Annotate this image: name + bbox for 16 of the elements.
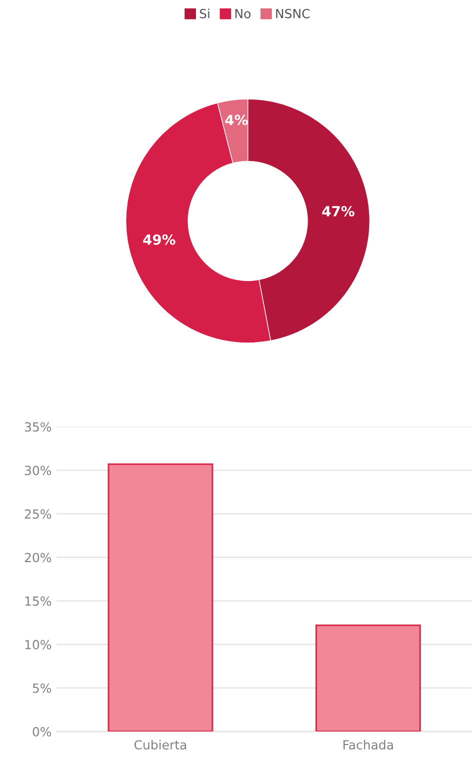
x-tick-label: Cubierta <box>134 740 186 750</box>
x-tick-label: Fachada <box>344 740 393 750</box>
y-tick-label: 10% <box>25 640 52 650</box>
y-tick-label: 35% <box>24 422 52 432</box>
legend-label: NSNC <box>276 8 310 18</box>
y-tick-label: 30% <box>24 466 52 476</box>
data-label: 47% <box>322 206 354 216</box>
y-tick-label: 0% <box>32 726 52 736</box>
legend-label: No <box>235 9 251 18</box>
y-tick-label: 15% <box>25 596 52 606</box>
y-tick-label: 25% <box>24 509 52 519</box>
y-tick-label: 5% <box>32 683 52 693</box>
legend-label: Si <box>200 8 210 18</box>
data-label: 49% <box>143 234 176 245</box>
data-label: 4% <box>225 114 248 126</box>
y-tick-label: 20% <box>24 552 52 562</box>
